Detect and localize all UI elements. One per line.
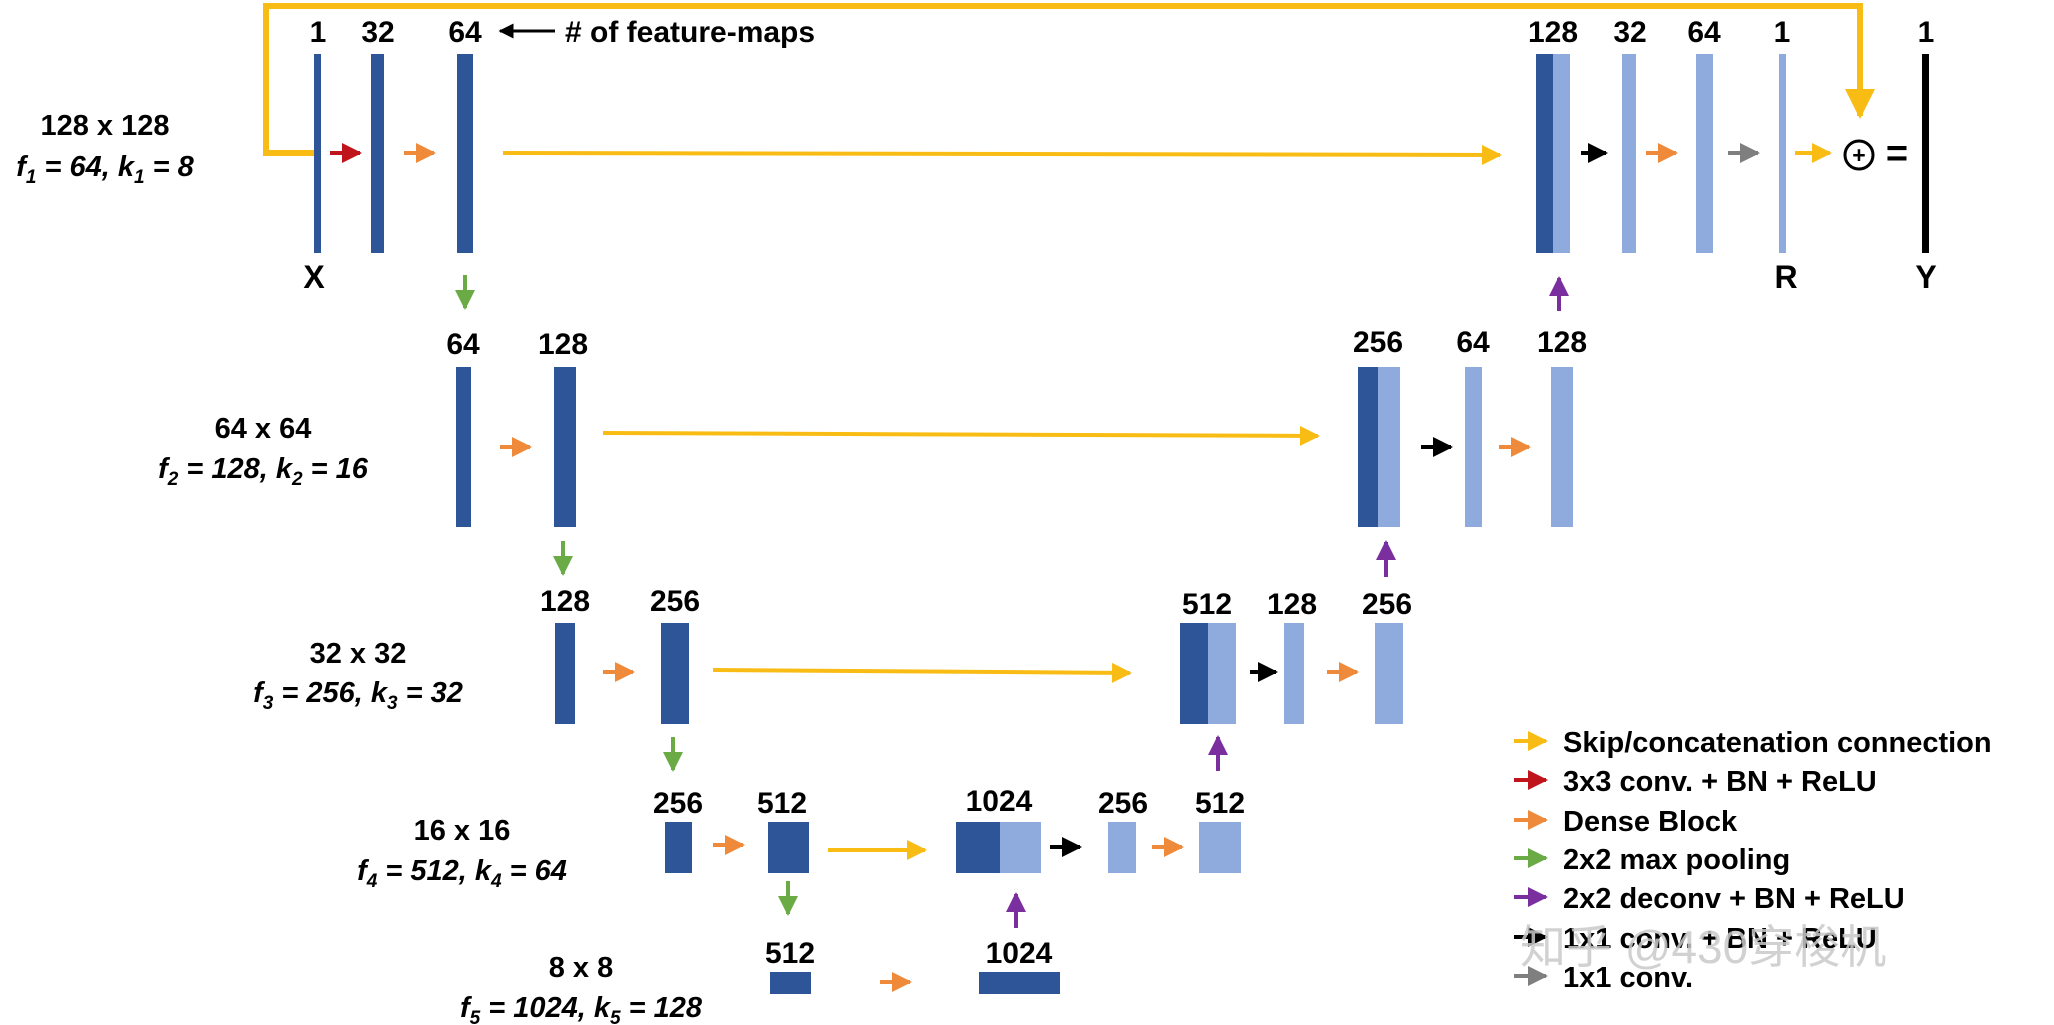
l3-dec-map-3: [1375, 623, 1403, 724]
l3-dec-map-2: [1284, 623, 1304, 724]
output-y-label: Y: [1915, 259, 1936, 295]
l3-concat-light: [1208, 623, 1236, 724]
level-2-size: 64 x 64: [215, 413, 312, 445]
l4-enc-count-2: 512: [757, 787, 807, 820]
input-x-label: X: [303, 259, 325, 295]
l4-dec-map-2: [1108, 822, 1136, 873]
l1-concat-light: [1553, 54, 1570, 253]
level-5-size: 8 x 8: [549, 952, 614, 984]
output-map: [1922, 54, 1929, 253]
l3-dense-map: [661, 623, 689, 724]
l2-dec-count-1: 256: [1353, 326, 1403, 359]
l1-dec-count-3: 64: [1687, 16, 1721, 49]
level-4-label: 16 x 16 f4 = 512, k4 = 64: [357, 815, 567, 892]
l2-dense-map: [554, 367, 576, 527]
l1-dec-map-2: [1622, 54, 1636, 253]
l1-dense-map: [457, 54, 473, 253]
l3-pooled-map: [555, 623, 575, 724]
level-2-params: f2 = 128, k2 = 16: [158, 453, 369, 490]
l1-enc-count-2: 32: [361, 16, 394, 49]
legend-conv-label: 3x3 conv. + BN + ReLU: [1563, 766, 1877, 798]
l4-dec-map-3: [1199, 822, 1241, 873]
l1-concat-dark: [1536, 54, 1553, 253]
l5-count-1: 512: [765, 937, 815, 970]
l2-dec-map-2: [1465, 367, 1482, 527]
l3-dec-count-1: 512: [1182, 588, 1232, 621]
l4-dec-count-2: 256: [1098, 787, 1148, 820]
l3-enc-count-2: 256: [650, 585, 700, 618]
legend-pool-label: 2x2 max pooling: [1563, 844, 1790, 876]
l4-enc-count-1: 256: [653, 787, 703, 820]
level-1-label: 128 x 128 f1 = 64, k1 = 8: [16, 110, 194, 188]
level-3-size: 32 x 32: [310, 638, 407, 670]
l1-enc-count-3: 64: [448, 16, 482, 49]
l2-dec-map-3: [1551, 367, 1573, 527]
l3-dec-count-2: 128: [1267, 588, 1317, 621]
l5-pooled-map: [770, 972, 811, 994]
l2-enc-count-2: 128: [538, 328, 588, 361]
equals-symbol: =: [1886, 133, 1908, 175]
watermark: 知乎 @430穿梭机: [1520, 921, 1886, 973]
l1-conv-map: [371, 54, 384, 253]
l4-pooled-map: [665, 822, 692, 873]
legend-skip-label: Skip/concatenation connection: [1563, 727, 1992, 759]
l1-dec-count-4: 1: [1774, 16, 1791, 49]
l4-concat-dark: [956, 822, 1000, 873]
skip-arrow-l3: [712, 662, 1132, 683]
l2-concat-dark: [1358, 367, 1378, 527]
l3-enc-count-1: 128: [540, 585, 590, 618]
l5-count-2: 1024: [986, 937, 1053, 970]
level-3-params: f3 = 256, k3 = 32: [253, 677, 463, 714]
level-2-label: 64 x 64 f2 = 128, k2 = 16: [158, 413, 369, 490]
level-1-size: 128 x 128: [40, 110, 169, 142]
l2-concat-light: [1378, 367, 1400, 527]
l2-enc-count-1: 64: [446, 328, 480, 361]
skip-arrow-l1: [502, 144, 1502, 165]
level-4-params: f4 = 512, k4 = 64: [357, 855, 567, 892]
level-5-params: f5 = 1024, k5 = 128: [460, 992, 703, 1025]
l4-dense-map: [768, 822, 809, 873]
legend-dense-label: Dense Block: [1563, 806, 1738, 838]
legend-conv1x1-label: 1x1 conv.: [1563, 962, 1693, 994]
l1-dec-count-5: 1: [1918, 16, 1935, 49]
level-5-label: 8 x 8 f5 = 1024, k5 = 128: [460, 952, 703, 1025]
l3-dec-count-3: 256: [1362, 588, 1412, 621]
legend: Skip/concatenation connection 3x3 conv. …: [1514, 727, 1992, 994]
sum-operator: [1843, 139, 1875, 171]
l1-dec-count-1: 128: [1528, 16, 1578, 49]
l4-dec-count-3: 512: [1195, 787, 1245, 820]
feature-maps-note: # of feature-maps: [565, 16, 815, 49]
l4-dec-count-1: 1024: [966, 785, 1033, 818]
level-1-params: f1 = 64, k1 = 8: [16, 151, 194, 188]
l1-enc-count-1: 1: [310, 16, 327, 49]
sum-plus-symbol: +: [1852, 142, 1865, 168]
level-4-size: 16 x 16: [414, 815, 511, 847]
l2-dec-count-3: 128: [1537, 326, 1587, 359]
l2-pooled-map: [456, 367, 471, 527]
residual-r-label: R: [1774, 259, 1797, 295]
residual-map: [1779, 54, 1786, 253]
legend-deconv-label: 2x2 deconv + BN + ReLU: [1563, 883, 1905, 915]
global-skip-connection: [263, 3, 1875, 156]
l5-dense-map: [979, 972, 1060, 994]
l1-dec-map-3: [1696, 54, 1713, 253]
l2-dec-count-2: 64: [1456, 326, 1490, 359]
l1-dec-count-2: 32: [1613, 16, 1646, 49]
legend-conv1x1-bn-label: 1x1 conv. + BN + ReLU: [1563, 923, 1877, 955]
l1-input-map: [314, 54, 321, 253]
skip-arrow-l2: [602, 425, 1320, 446]
l4-concat-light: [1000, 822, 1041, 873]
l3-concat-dark: [1180, 623, 1208, 724]
level-3-label: 32 x 32 f3 = 256, k3 = 32: [253, 638, 463, 714]
